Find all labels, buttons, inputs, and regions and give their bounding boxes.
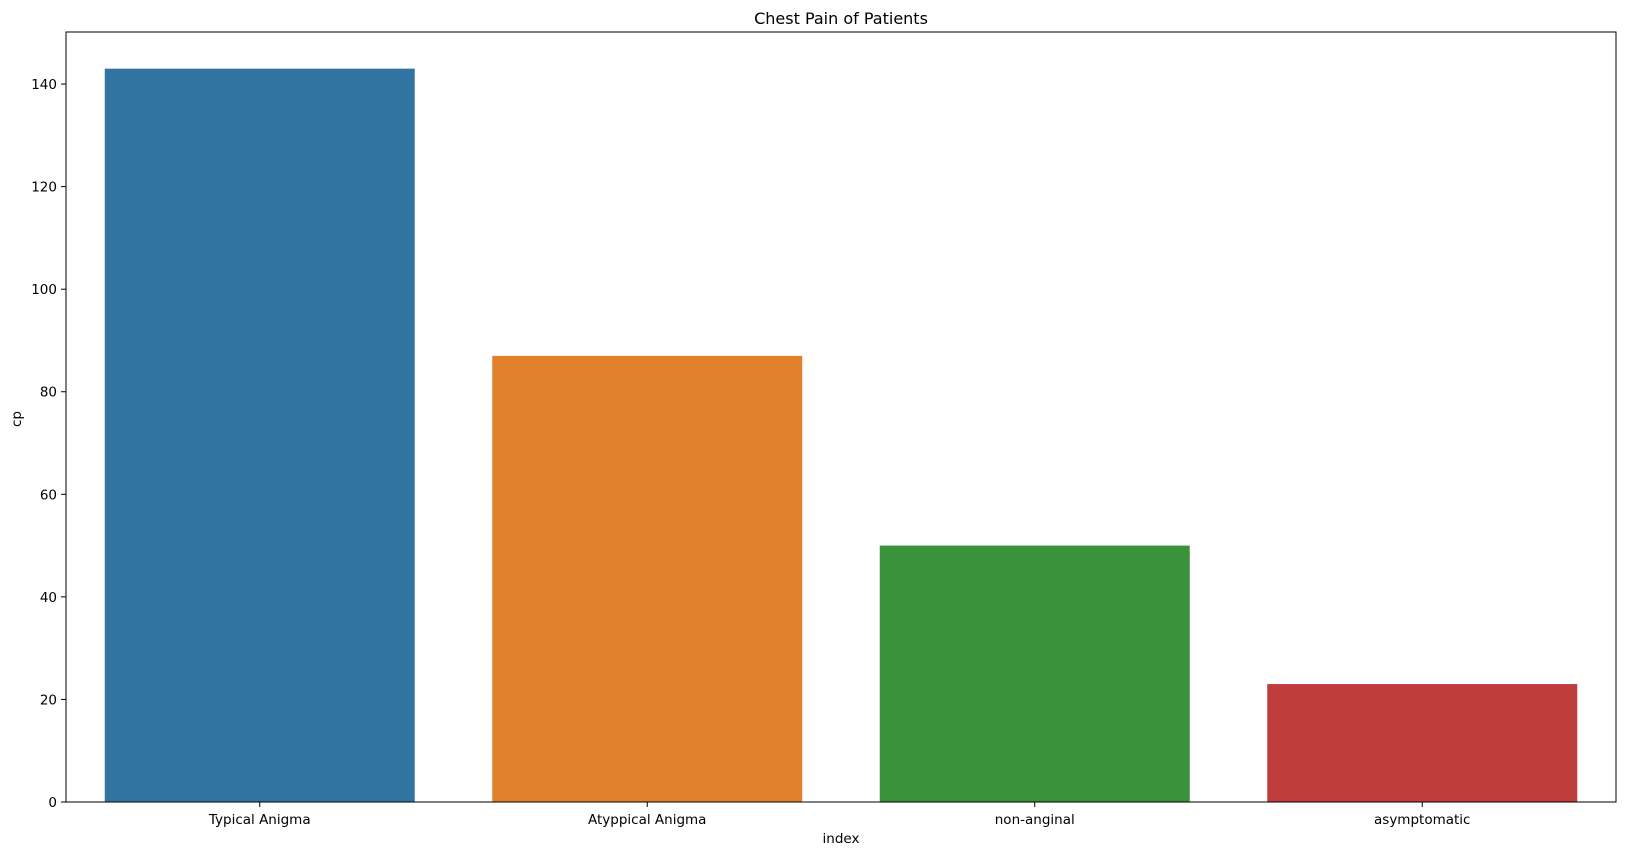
bar <box>492 355 803 802</box>
y-tick-label: 40 <box>40 590 57 606</box>
y-tick-label: 60 <box>40 487 57 503</box>
y-tick-label: 140 <box>31 77 57 93</box>
x-tick-label: asymptomatic <box>1374 812 1470 828</box>
y-tick-label: 20 <box>40 692 57 708</box>
y-tick-label: 0 <box>48 795 57 811</box>
plot-area: 0 20 40 60 80 100 120 140 Typical Anigma Atyppica… <box>31 31 1617 828</box>
y-tick-label: 120 <box>31 180 57 196</box>
axes-frame <box>65 31 1617 803</box>
x-tick-label: non-anginal <box>995 812 1075 828</box>
bar <box>1267 684 1578 802</box>
chart-title: Chest Pain of Patients <box>754 9 928 28</box>
x-tick-label: Typical Anigma <box>208 812 311 828</box>
x-axis-label: index <box>823 831 860 847</box>
bar <box>104 68 415 802</box>
x-tick-label: Atyppical Anigma <box>588 812 706 828</box>
bar <box>879 545 1190 802</box>
y-axis-label: cp <box>9 411 25 427</box>
y-tick-label: 80 <box>40 385 57 401</box>
y-tick-label: 100 <box>31 282 57 298</box>
